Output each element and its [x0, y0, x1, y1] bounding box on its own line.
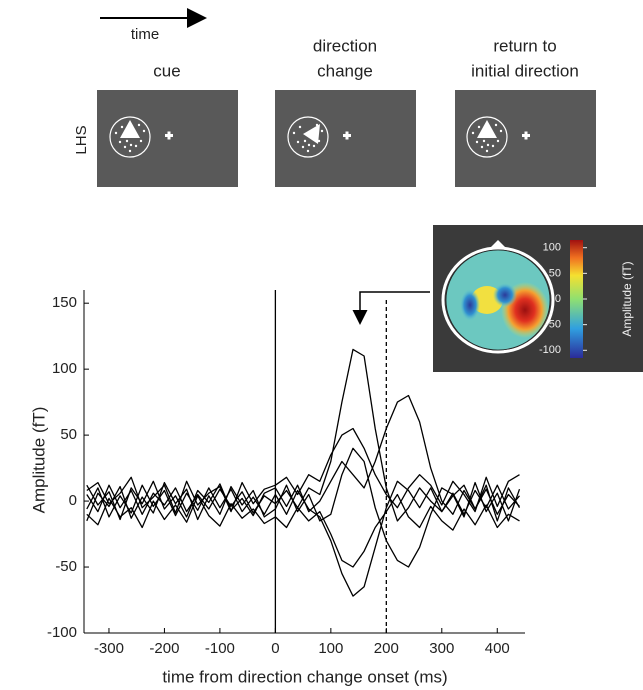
- colorbar-tick-label: -50: [545, 319, 561, 331]
- time-label: time: [131, 26, 159, 43]
- x-tick-label: -300: [94, 640, 124, 657]
- y-tick-label: 150: [52, 294, 77, 311]
- panel-label: direction: [313, 36, 377, 55]
- y-tick-label: 0: [69, 492, 77, 509]
- x-axis-label: time from direction change onset (ms): [162, 667, 447, 686]
- x-tick-label: -200: [149, 640, 179, 657]
- colorbar-tick-label: 0: [555, 293, 561, 305]
- colorbar-tick-label: 100: [543, 242, 561, 254]
- topomap-inset: [433, 225, 643, 372]
- colorbar-label: Amplitude (fT): [620, 261, 634, 336]
- panel-label: return to: [493, 36, 556, 55]
- x-tick-label: 200: [374, 640, 399, 657]
- y-tick-label: 100: [52, 360, 77, 377]
- colorbar-tick-label: 50: [549, 267, 561, 279]
- trace: [86, 447, 521, 568]
- peak-arrow: [352, 291, 430, 325]
- trace: [86, 394, 521, 522]
- x-tick-label: 100: [318, 640, 343, 657]
- trace: [86, 493, 520, 568]
- row-label: LHS: [73, 125, 90, 154]
- trace: [86, 427, 520, 514]
- stimulus-panels: [0, 2, 596, 187]
- panel-label: cue: [153, 61, 180, 80]
- x-tick-label: 0: [271, 640, 279, 657]
- x-tick-label: -100: [205, 640, 235, 657]
- y-tick-label: -100: [47, 624, 77, 641]
- y-tick-label: 50: [60, 426, 77, 443]
- x-tick-label: 400: [485, 640, 510, 657]
- y-tick-label: -50: [55, 558, 77, 575]
- x-tick-label: 300: [429, 640, 454, 657]
- y-axis-label: Amplitude (fT): [29, 407, 48, 514]
- panel-label: initial direction: [471, 61, 579, 80]
- panel-label: change: [317, 61, 373, 80]
- trace: [86, 348, 520, 522]
- colorbar-tick-label: -100: [539, 344, 561, 356]
